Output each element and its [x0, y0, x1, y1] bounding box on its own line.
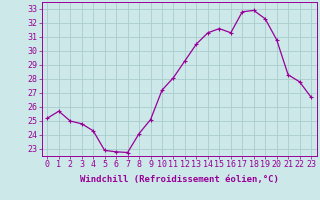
X-axis label: Windchill (Refroidissement éolien,°C): Windchill (Refroidissement éolien,°C): [80, 175, 279, 184]
